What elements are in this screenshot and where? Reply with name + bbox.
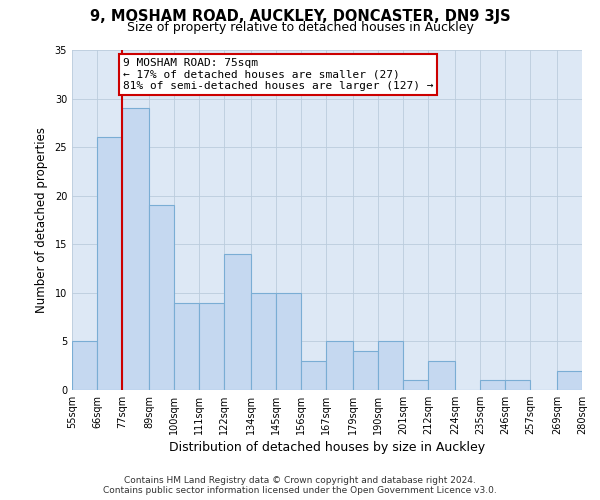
Bar	[122, 108, 149, 390]
Bar	[97, 138, 122, 390]
Bar	[224, 254, 251, 390]
Text: Contains HM Land Registry data © Crown copyright and database right 2024.: Contains HM Land Registry data © Crown c…	[124, 476, 476, 485]
Bar	[353, 351, 378, 390]
Bar	[276, 293, 301, 390]
Bar	[326, 342, 353, 390]
Bar	[557, 370, 582, 390]
Bar	[428, 361, 455, 390]
Bar	[251, 293, 276, 390]
Bar	[72, 342, 97, 390]
Bar	[505, 380, 530, 390]
X-axis label: Distribution of detached houses by size in Auckley: Distribution of detached houses by size …	[169, 442, 485, 454]
Bar	[199, 302, 224, 390]
Bar	[378, 342, 403, 390]
Bar	[480, 380, 505, 390]
Text: 9, MOSHAM ROAD, AUCKLEY, DONCASTER, DN9 3JS: 9, MOSHAM ROAD, AUCKLEY, DONCASTER, DN9 …	[89, 9, 511, 24]
Bar	[301, 361, 326, 390]
Bar	[149, 206, 174, 390]
Y-axis label: Number of detached properties: Number of detached properties	[35, 127, 47, 313]
Text: 9 MOSHAM ROAD: 75sqm
← 17% of detached houses are smaller (27)
81% of semi-detac: 9 MOSHAM ROAD: 75sqm ← 17% of detached h…	[123, 58, 433, 91]
Bar	[174, 302, 199, 390]
Bar	[403, 380, 428, 390]
Text: Contains public sector information licensed under the Open Government Licence v3: Contains public sector information licen…	[103, 486, 497, 495]
Text: Size of property relative to detached houses in Auckley: Size of property relative to detached ho…	[127, 21, 473, 34]
